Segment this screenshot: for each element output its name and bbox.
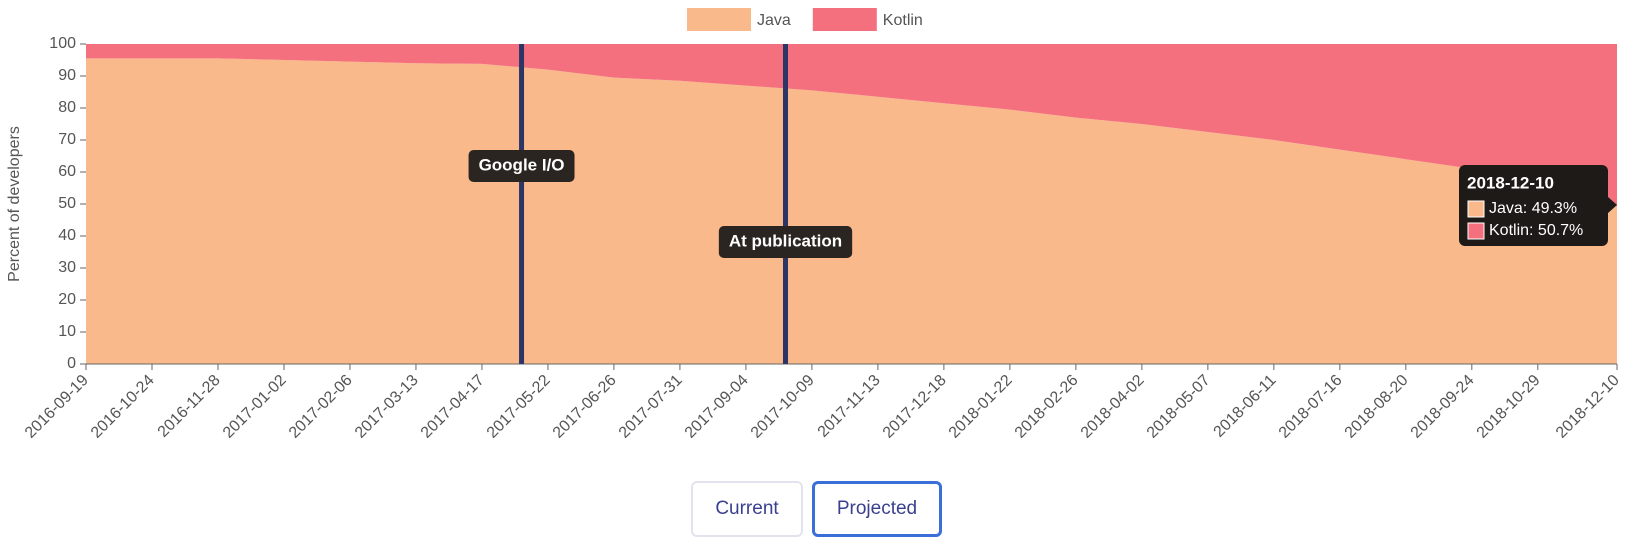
tooltip-title: 2018-12-10 [1467, 173, 1554, 192]
annotation: Google I/O [468, 150, 575, 182]
toggle-button[interactable]: Projected [812, 481, 942, 537]
x-tick-label: 2018-02-26 [1012, 372, 1082, 442]
tooltip-arrow [1608, 197, 1617, 213]
y-tick-label: 30 [58, 259, 76, 276]
x-tick-label: 2018-05-07 [1144, 372, 1214, 442]
x-tick-label: 2017-03-13 [352, 372, 422, 442]
x-tick-label: 2017-09-04 [682, 372, 752, 442]
annotation: At publication [718, 226, 853, 258]
x-tick-label: 2017-12-18 [880, 372, 950, 442]
legend-label: Kotlin [883, 12, 923, 29]
x-tick-label: 2017-11-13 [815, 372, 884, 441]
x-tick-label: 2016-11-28 [155, 372, 224, 441]
y-tick-label: 80 [58, 99, 76, 116]
x-tick-label: 2017-05-22 [484, 372, 554, 442]
tooltip-swatch [1467, 222, 1485, 240]
annotation-box [718, 226, 853, 258]
toggle-button[interactable]: Current [691, 481, 803, 537]
x-tick-label: 2017-10-09 [748, 372, 818, 442]
y-tick-label: 10 [58, 323, 76, 340]
legend-swatch [812, 8, 877, 31]
x-tick-label: 2017-02-06 [286, 372, 356, 442]
tooltip-item: Java: 49.3% [1489, 200, 1577, 217]
area [86, 44, 1617, 207]
x-tick-label: 2018-09-24 [1408, 372, 1478, 442]
x-tick-label: 2017-01-02 [220, 372, 290, 442]
x-tick-label: 2016-10-24 [88, 372, 158, 442]
x-tick-label: 2018-01-22 [946, 372, 1016, 442]
legend-label: Java [757, 12, 791, 29]
y-tick-label: 90 [58, 67, 76, 84]
x-tick-label: 2018-12-10 [1553, 372, 1623, 442]
y-tick-label: 50 [58, 195, 76, 212]
annotation-label: Google I/O [479, 155, 565, 174]
legend-swatch [687, 8, 751, 31]
x-tick-label: 2017-07-31 [616, 372, 686, 442]
annotation-box [468, 150, 575, 182]
y-tick-label: 70 [58, 131, 76, 148]
y-axis-label: Percent of developers [6, 126, 23, 282]
x-tick-label: 2016-09-19 [22, 372, 92, 442]
annotation-label: At publication [729, 231, 842, 250]
tooltip-swatch [1467, 200, 1485, 218]
tooltip-box [1459, 165, 1608, 246]
x-tick-label: 2018-07-16 [1276, 372, 1346, 442]
y-tick-label: 20 [58, 291, 76, 308]
tooltip-item: Kotlin: 50.7% [1489, 222, 1583, 239]
area [86, 58, 1617, 365]
y-tick-label: 100 [49, 35, 76, 52]
x-tick-label: 2018-06-11 [1211, 372, 1280, 441]
x-tick-label: 2017-06-26 [550, 372, 620, 442]
x-tick-label: 2018-08-20 [1342, 372, 1412, 442]
x-tick-label: 2018-04-02 [1078, 372, 1148, 442]
y-tick-label: 0 [67, 355, 76, 372]
tooltip: 2018-12-10 Java: 49.3% Kotlin: 50.7% [1459, 165, 1617, 246]
y-tick-label: 60 [58, 163, 76, 180]
x-tick-label: 2017-04-17 [418, 372, 488, 442]
x-tick-label: 2018-10-29 [1474, 372, 1544, 442]
y-tick-label: 40 [58, 227, 76, 244]
chart: Percent of developers Java Kotlin 0 10 20 30 4… [6, 8, 1623, 442]
